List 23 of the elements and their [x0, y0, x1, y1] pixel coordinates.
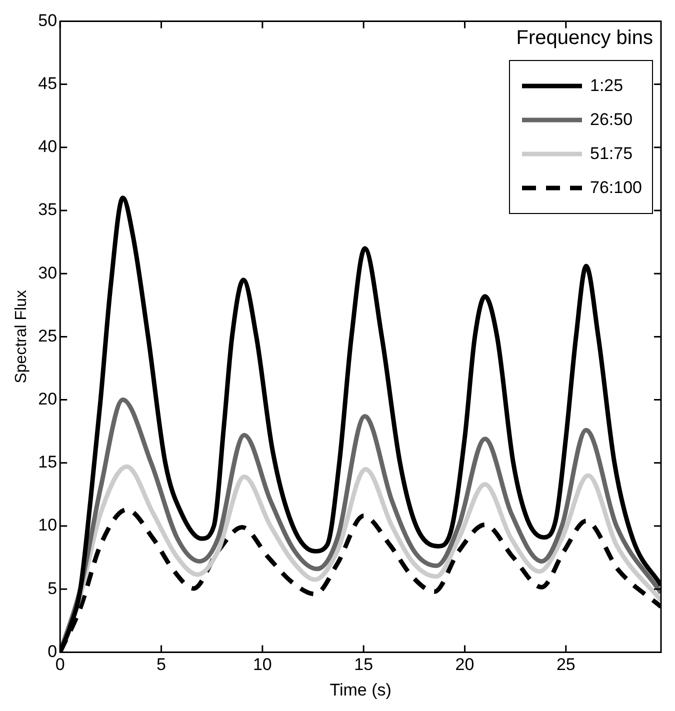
y-axis-title: Spectral Flux — [13, 290, 30, 384]
y-tick-label: 25 — [38, 326, 58, 346]
x-tick-label: 25 — [556, 655, 576, 674]
x-tick-label: 5 — [156, 655, 166, 674]
legend-label: 51:75 — [590, 144, 633, 164]
x-axis-title: Time (s) — [330, 680, 392, 700]
y-tick-label: 35 — [38, 200, 58, 220]
y-tick-label: 5 — [48, 578, 58, 598]
y-tick-label: 10 — [38, 516, 58, 535]
y-tick-label: 20 — [38, 389, 58, 408]
x-tick-label: 20 — [455, 655, 474, 674]
legend-label: 1:25 — [590, 76, 624, 96]
legend-title: Frequency bins — [516, 27, 653, 50]
y-tick-label: 45 — [38, 74, 58, 93]
y-tick-label: 0 — [48, 642, 58, 661]
y-tick-label: 50 — [38, 10, 58, 30]
y-tick-label: 30 — [38, 263, 58, 282]
x-tick-label: 15 — [354, 655, 374, 674]
legend-label: 26:50 — [590, 110, 633, 130]
x-tick-label: 10 — [252, 655, 272, 674]
legend-label: 76:100 — [590, 178, 642, 198]
y-tick-label: 40 — [38, 137, 58, 156]
y-tick-label: 15 — [38, 452, 58, 472]
